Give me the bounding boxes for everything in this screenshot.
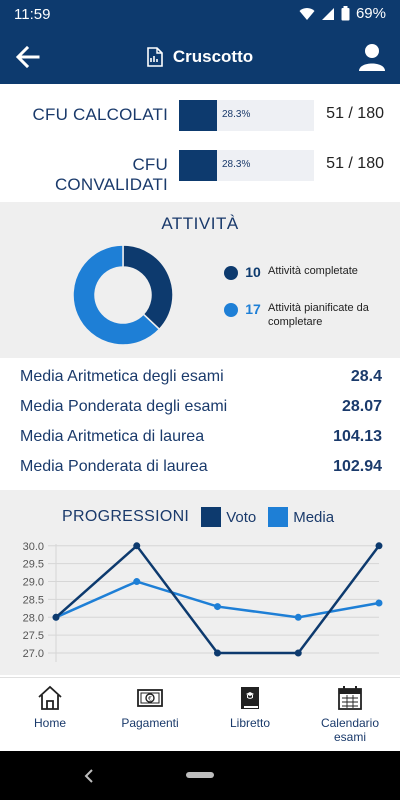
- data-point-media: [214, 603, 221, 611]
- media-value: 104.13: [333, 428, 382, 445]
- cfu-progress-bar: 28.3%: [179, 150, 314, 181]
- app-bar-title-group: Cruscotto: [0, 30, 400, 84]
- progressioni-title: PROGRESSIONI: [62, 508, 190, 525]
- donut-slice: [72, 244, 161, 346]
- y-tick-label: 29.5: [23, 559, 44, 571]
- legend-label: Attività pianificate da completare: [268, 302, 369, 328]
- bottom-navigation: Home € Pagamenti Libretto: [0, 677, 400, 751]
- legend-count: 10: [245, 264, 261, 280]
- progressioni-line-chart: 30.0 29.5 29.0 28.5 28.0 27.5 27.0: [23, 541, 383, 662]
- cfu-progress-fill: [179, 150, 218, 181]
- cfu-value: 51 / 180: [326, 105, 384, 122]
- back-arrow-icon[interactable]: [14, 43, 42, 71]
- nav-label: Home: [33, 716, 66, 730]
- y-tick-label: 27.5: [23, 630, 44, 642]
- media-row: Media Ponderata degli esami 28.07: [0, 394, 400, 424]
- data-point-media: [294, 613, 302, 621]
- progressioni-panel: [0, 490, 400, 675]
- legend-dot: [224, 303, 238, 317]
- calendar-icon: [338, 686, 362, 710]
- svg-text:€: €: [148, 696, 152, 703]
- attivita-donut-chart: [72, 244, 174, 346]
- data-point-voto: [294, 649, 302, 657]
- cfu-calcolati-row: CFU CALCOLATI 28.3% 51 / 180: [0, 95, 400, 135]
- data-point-voto: [133, 542, 141, 550]
- data-point-voto: [214, 649, 221, 657]
- page-title: Cruscotto: [172, 47, 254, 66]
- cfu-label: CFU CONVALIDATI: [54, 155, 168, 194]
- attivita-title: ATTIVITÀ: [161, 214, 239, 233]
- media-row: Media Aritmetica degli esami 28.4: [0, 364, 400, 394]
- y-tick-label: 28.5: [23, 594, 44, 606]
- wifi-icon: [299, 7, 315, 20]
- document-icon: [147, 47, 163, 67]
- nav-pagamenti[interactable]: € Pagamenti: [100, 678, 200, 752]
- nav-label: Libretto: [229, 716, 271, 730]
- media-value: 28.4: [350, 368, 382, 385]
- legend-voto: Voto: [226, 508, 257, 526]
- cfu-label: CFU CALCOLATI: [32, 105, 168, 124]
- status-bar: 11:59 69%: [0, 0, 400, 30]
- home-icon: [38, 685, 62, 710]
- nav-libretto[interactable]: Libretto: [200, 678, 300, 752]
- progressioni-header: PROGRESSIONI Voto Media: [62, 507, 334, 527]
- data-point-media: [375, 599, 383, 607]
- status-icons: 69%: [299, 5, 386, 22]
- battery-percent: 69%: [355, 5, 386, 22]
- y-tick-label: 30.0: [23, 541, 44, 553]
- data-point-media: [133, 578, 141, 586]
- cfu-value: 51 / 180: [326, 155, 384, 172]
- legend-completate: 10 Attività completate: [224, 264, 386, 280]
- donut-slice: [122, 244, 174, 331]
- cfu-percent: 28.3%: [222, 159, 251, 170]
- nav-label: Pagamenti: [121, 716, 179, 730]
- legend-pianificate: 17 Attività pianificate da completare: [224, 301, 386, 329]
- system-back-icon[interactable]: [82, 768, 96, 784]
- battery-icon: [341, 6, 350, 21]
- signal-icon: [321, 7, 334, 20]
- system-navigation-bar: [0, 751, 400, 800]
- media-label: Media Aritmetica degli esami: [20, 368, 224, 385]
- y-tick-label: 28.0: [23, 612, 44, 624]
- app-bar: Cruscotto: [0, 30, 400, 84]
- money-icon: €: [137, 689, 163, 707]
- cfu-percent: 28.3%: [222, 109, 251, 120]
- media-label: Media Ponderata degli esami: [20, 398, 228, 415]
- cfu-progress-fill: [179, 100, 218, 131]
- status-time: 11:59: [14, 6, 51, 23]
- legend-media: Media: [293, 508, 335, 526]
- y-tick-label: 27.0: [23, 648, 44, 660]
- data-point-voto: [375, 542, 383, 550]
- media-label: Media Ponderata di laurea: [20, 458, 208, 475]
- cfu-convalidati-row: CFU CONVALIDATI 28.3% 51 / 180: [0, 145, 400, 194]
- data-point-voto: [52, 613, 60, 621]
- legend-count: 17: [245, 301, 261, 317]
- legend-swatch-voto: [201, 507, 222, 527]
- media-label: Media Aritmetica di laurea: [20, 428, 205, 445]
- nav-label: Calendario esami: [320, 716, 380, 744]
- book-icon: [241, 687, 259, 709]
- legend-label: Attività completate: [268, 265, 358, 277]
- system-home-pill[interactable]: [186, 772, 214, 778]
- nav-calendario[interactable]: Calendario esami: [300, 678, 400, 752]
- nav-home[interactable]: Home: [0, 678, 100, 752]
- y-tick-label: 29.0: [23, 577, 44, 589]
- legend-swatch-media: [268, 507, 289, 527]
- attivita-panel: ATTIVITÀ: [0, 202, 400, 358]
- cfu-progress-bar: 28.3%: [179, 100, 314, 131]
- media-row: Media Ponderata di laurea 102.94: [0, 454, 400, 484]
- media-row: Media Aritmetica di laurea 104.13: [0, 424, 400, 454]
- user-profile-icon[interactable]: [358, 42, 386, 72]
- legend-dot: [224, 266, 238, 280]
- media-value: 28.07: [341, 398, 382, 415]
- media-value: 102.94: [333, 458, 382, 475]
